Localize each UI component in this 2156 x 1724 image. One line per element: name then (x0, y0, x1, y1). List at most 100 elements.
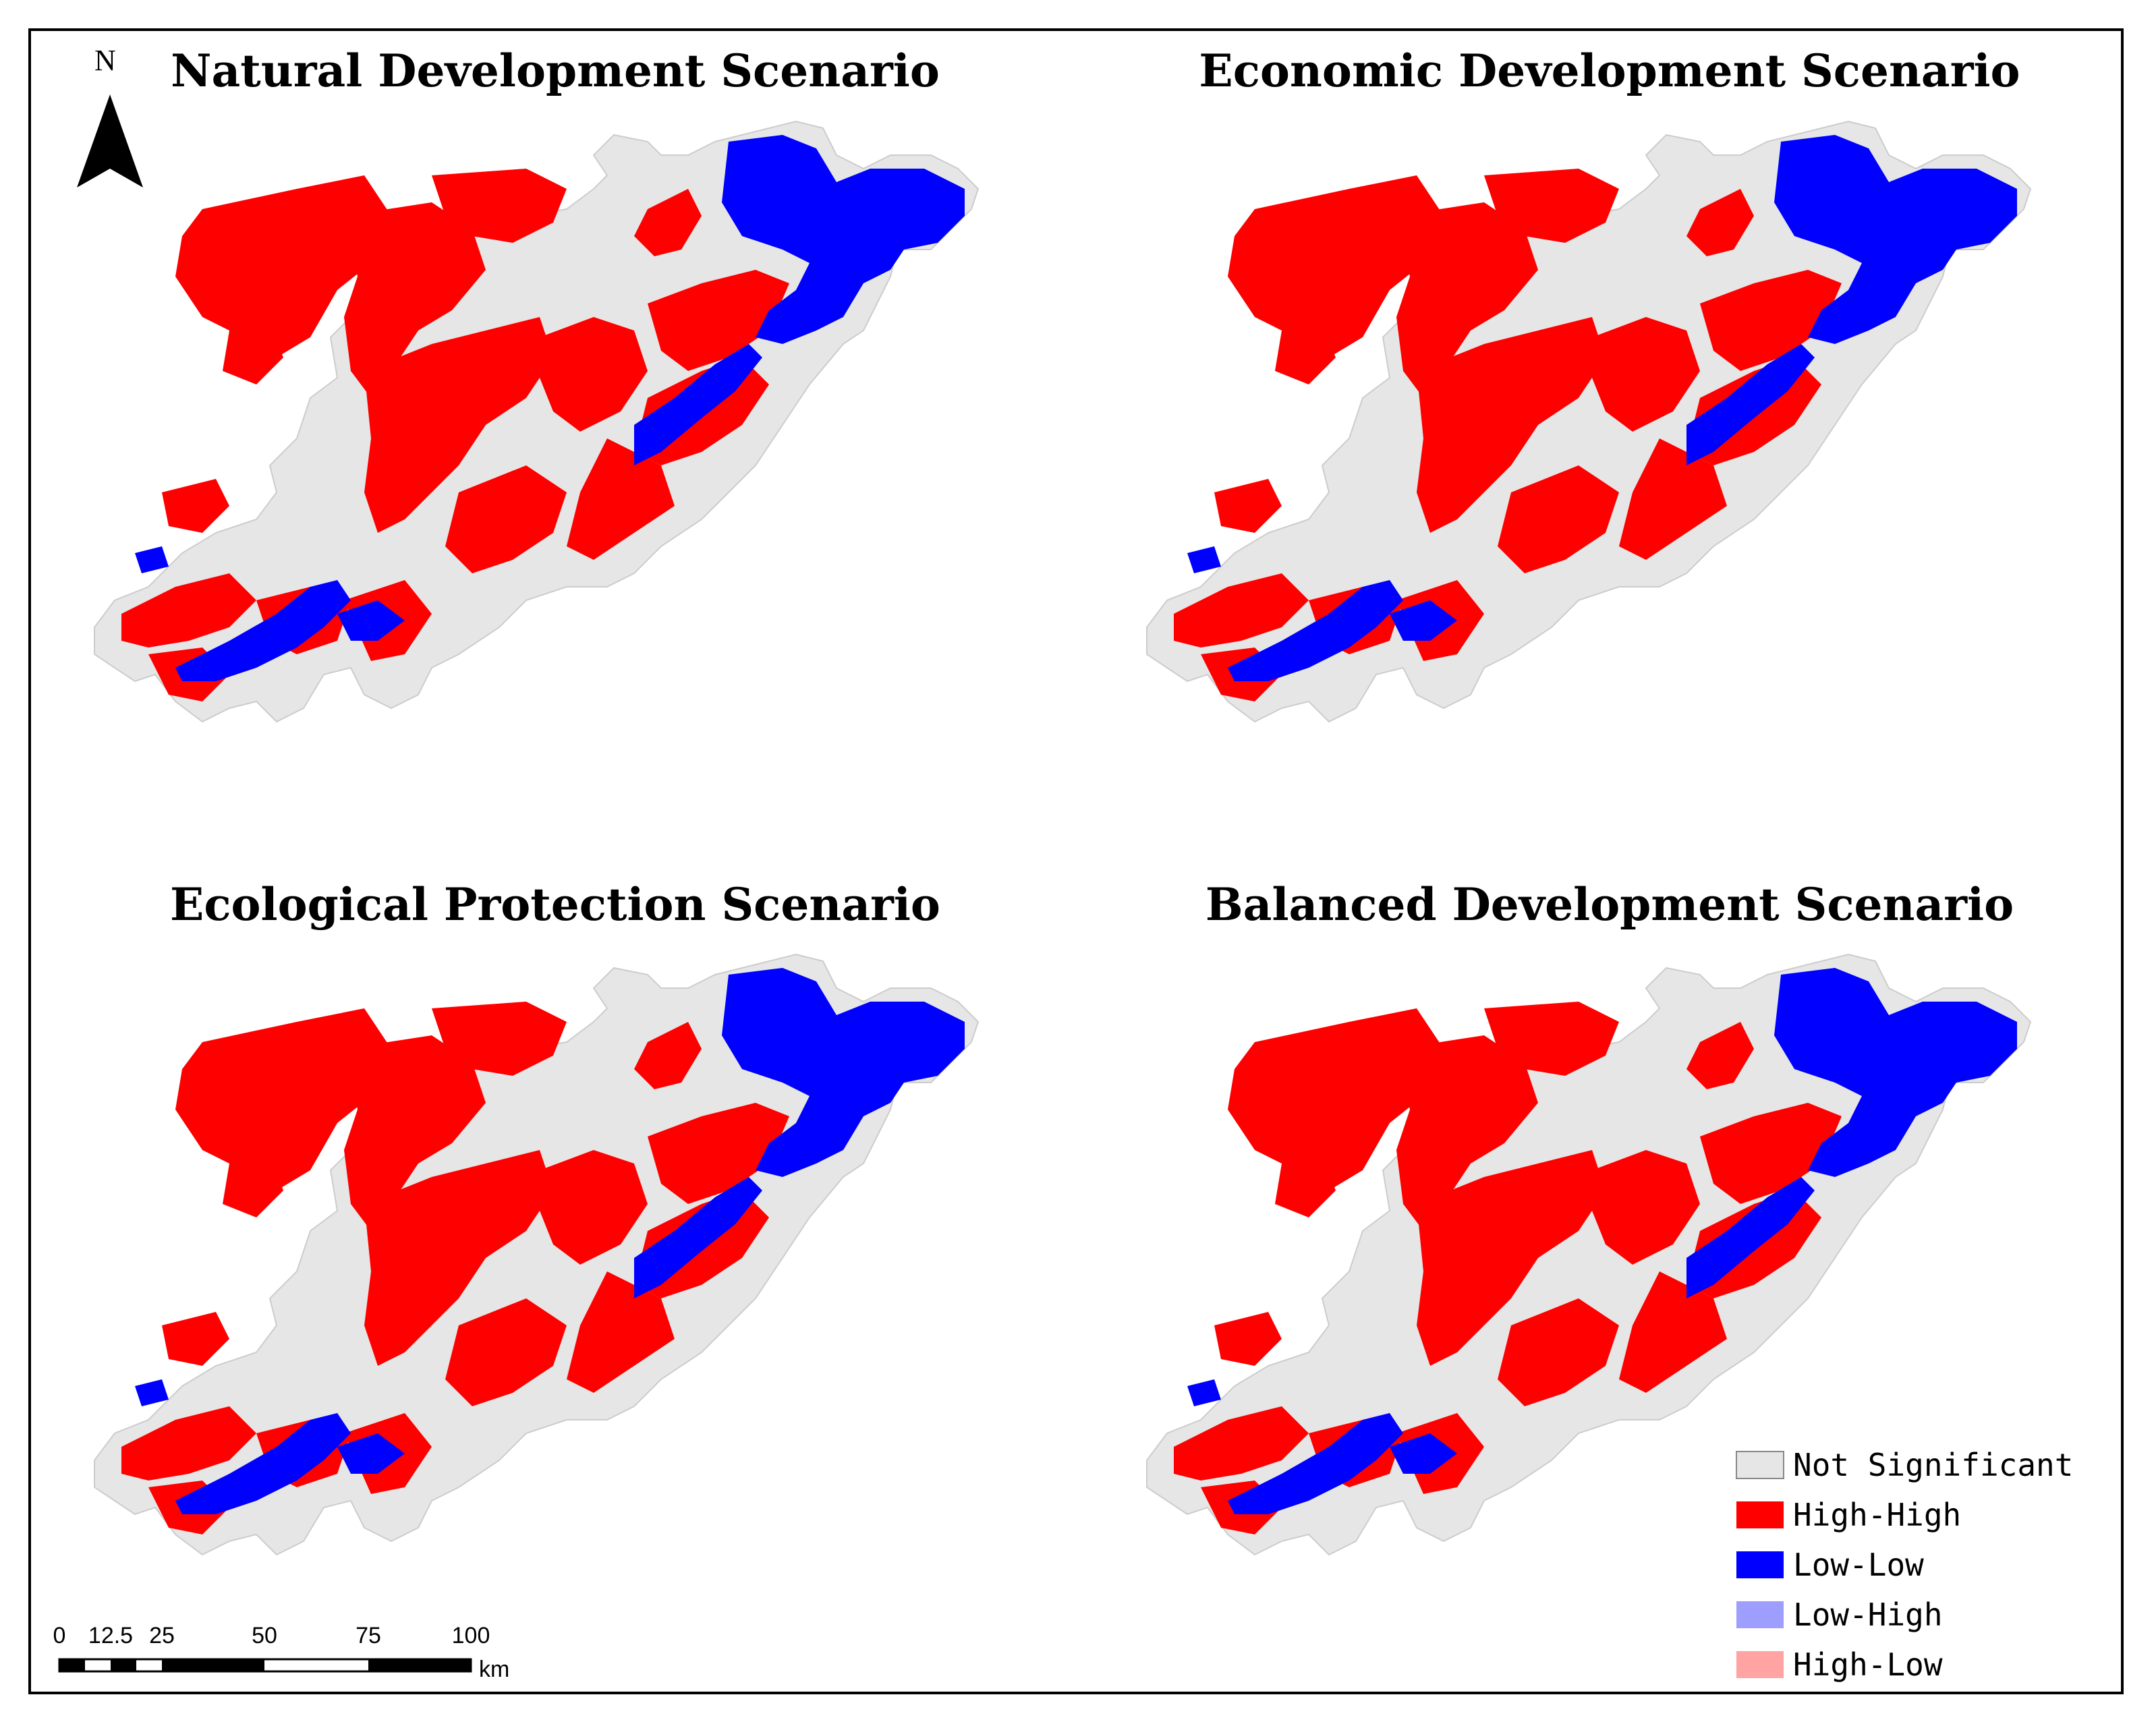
north-arrow-icon (77, 94, 143, 188)
low-low-cluster (634, 1177, 762, 1298)
high-high-cluster (1275, 1157, 1336, 1217)
panel-title-balanced: Balanced Development Scenario (1205, 878, 2014, 931)
legend-item-high-low: High-Low (1736, 1646, 1943, 1683)
legend-label-low-high: Low-High (1793, 1597, 1943, 1633)
low-low-cluster (1187, 546, 1221, 573)
high-high-cluster (162, 479, 229, 533)
scale-bar: 0 12.5 25 50 75 100 km (53, 1623, 510, 1682)
low-low-cluster (175, 1413, 351, 1514)
high-high-cluster (364, 1150, 553, 1366)
legend-swatch-high-low (1736, 1651, 1784, 1678)
high-high-cluster (1396, 1035, 1538, 1231)
high-high-cluster (1396, 202, 1538, 398)
map-economic-development (1146, 120, 2032, 723)
low-low-cluster (1228, 1413, 1403, 1514)
high-high-cluster (648, 270, 789, 371)
high-high-cluster (1417, 317, 1606, 533)
high-high-cluster (1484, 169, 1619, 243)
high-high-cluster (1174, 1406, 1309, 1481)
legend-swatch-high-high (1736, 1501, 1784, 1528)
high-high-cluster (1498, 465, 1619, 573)
low-low-cluster (1686, 1177, 1815, 1298)
high-high-cluster (1592, 1150, 1700, 1265)
high-high-cluster (1214, 1312, 1282, 1366)
high-high-cluster (445, 1298, 567, 1406)
low-low-cluster (722, 135, 965, 344)
legend-item-low-high: Low-High (1736, 1597, 1943, 1633)
high-high-cluster (634, 189, 702, 256)
low-low-cluster (863, 182, 890, 209)
high-high-cluster (1498, 1298, 1619, 1406)
low-low-cluster (1228, 580, 1403, 681)
high-high-cluster (1214, 479, 1282, 533)
low-low-cluster (1390, 1433, 1457, 1474)
high-high-cluster (1619, 1271, 1727, 1393)
high-high-cluster (175, 1008, 391, 1190)
legend-label-low-low: Low-Low (1793, 1547, 1924, 1583)
legend-swatch-not-significant (1736, 1451, 1784, 1479)
legend-swatch-low-high (1736, 1601, 1784, 1628)
cluster-map-layer (1146, 953, 2032, 1556)
high-high-cluster (1484, 1002, 1619, 1076)
low-low-cluster (337, 600, 405, 641)
high-high-cluster (1700, 270, 1842, 371)
high-high-cluster (1592, 317, 1700, 432)
low-low-cluster (722, 968, 965, 1177)
legend-label-not-significant: Not Significant (1793, 1447, 2073, 1483)
panel-title-natural: Natural Development Scenario (171, 45, 940, 97)
panel-title-economic: Economic Development Scenario (1199, 45, 2020, 97)
cluster-map-layer (94, 120, 980, 723)
cluster-map-layer (1146, 120, 2032, 723)
low-low-cluster (1774, 968, 2017, 1177)
legend: Not Significant High-High Low-Low Low-Hi… (1736, 1447, 2073, 1683)
high-high-cluster (445, 465, 567, 573)
low-low-cluster (135, 546, 169, 573)
panel-title-ecological: Ecological Protection Scenario (170, 878, 940, 931)
high-high-cluster (634, 1022, 702, 1089)
scale-tick-25: 25 (149, 1623, 175, 1648)
scale-tick-0: 0 (53, 1623, 66, 1648)
low-low-cluster (634, 344, 762, 465)
map-balanced-development (1146, 953, 2032, 1556)
scale-unit: km (479, 1657, 509, 1682)
high-high-cluster (432, 1002, 567, 1076)
legend-item-low-low: Low-Low (1736, 1547, 1924, 1583)
high-high-cluster (567, 1271, 675, 1393)
high-high-cluster (344, 202, 486, 398)
legend-swatch-low-low (1736, 1551, 1784, 1578)
high-high-cluster (432, 169, 567, 243)
high-high-cluster (121, 1406, 256, 1481)
high-high-cluster (1686, 1022, 1754, 1089)
high-high-cluster (648, 1103, 789, 1204)
map-ecological-protection (94, 953, 980, 1556)
low-low-cluster (175, 580, 351, 681)
legend-item-not-significant: Not Significant (1736, 1447, 2073, 1483)
map-natural-development (94, 120, 980, 723)
low-low-cluster (1916, 182, 1943, 209)
figure-frame (28, 28, 2124, 1694)
scale-tick-12-5: 12.5 (88, 1623, 133, 1648)
low-low-cluster (1390, 600, 1457, 641)
scale-tick-50: 50 (252, 1623, 277, 1648)
legend-label-high-low: High-Low (1793, 1646, 1943, 1683)
legend-label-high-high: High-High (1793, 1497, 1961, 1533)
high-high-cluster (1228, 1008, 1444, 1190)
low-low-cluster (1686, 344, 1815, 465)
low-low-cluster (1916, 1015, 1943, 1042)
high-high-cluster (121, 573, 256, 648)
high-high-cluster (223, 1157, 283, 1217)
scale-bar-segments (58, 1658, 472, 1673)
high-high-cluster (567, 438, 675, 560)
low-low-cluster (1187, 1379, 1221, 1406)
high-high-cluster (1417, 1150, 1606, 1366)
high-high-cluster (175, 175, 391, 357)
scale-tick-75: 75 (356, 1623, 381, 1648)
low-low-cluster (135, 1379, 169, 1406)
high-high-cluster (540, 1150, 648, 1265)
low-low-cluster (337, 1433, 405, 1474)
low-low-cluster (863, 1015, 890, 1042)
scale-tick-100: 100 (452, 1623, 490, 1648)
high-high-cluster (1228, 175, 1444, 357)
north-label: N (94, 44, 116, 77)
